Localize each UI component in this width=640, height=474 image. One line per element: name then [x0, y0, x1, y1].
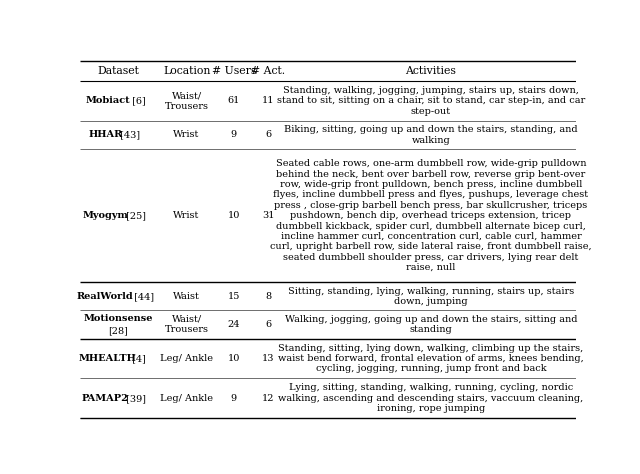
Text: RealWorld: RealWorld	[77, 292, 134, 301]
Text: Leg/ Ankle: Leg/ Ankle	[160, 354, 213, 363]
Text: Leg/ Ankle: Leg/ Ankle	[160, 394, 213, 403]
Text: [25]: [25]	[123, 211, 146, 220]
Text: Seated cable rows, one-arm dumbbell row, wide-grip pulldown
behind the neck, ben: Seated cable rows, one-arm dumbbell row,…	[270, 159, 592, 272]
Text: Biking, sitting, going up and down the stairs, standing, and
walking: Biking, sitting, going up and down the s…	[284, 125, 578, 145]
Text: Mobiact: Mobiact	[86, 96, 130, 105]
Text: 9: 9	[230, 130, 237, 139]
Text: [44]: [44]	[131, 292, 154, 301]
Text: Wrist: Wrist	[173, 130, 200, 139]
Text: [43]: [43]	[118, 130, 141, 139]
Text: Dataset: Dataset	[97, 66, 140, 76]
Text: 24: 24	[227, 320, 240, 329]
Text: 61: 61	[228, 96, 240, 105]
Text: Wrist: Wrist	[173, 211, 200, 220]
Text: Waist/
Trousers: Waist/ Trousers	[164, 315, 209, 334]
Text: Walking, jogging, going up and down the stairs, sitting and
standing: Walking, jogging, going up and down the …	[285, 315, 577, 334]
Text: 12: 12	[262, 394, 275, 403]
Text: 9: 9	[230, 394, 237, 403]
Text: Standing, sitting, lying down, walking, climbing up the stairs,
waist bend forwa: Standing, sitting, lying down, walking, …	[278, 344, 584, 374]
Text: Lying, sitting, standing, walking, running, cycling, nordic
walking, ascending a: Lying, sitting, standing, walking, runni…	[278, 383, 584, 413]
Text: Myogym: Myogym	[83, 211, 128, 220]
Text: 6: 6	[266, 320, 271, 329]
Text: HHAR: HHAR	[88, 130, 122, 139]
Text: 11: 11	[262, 96, 275, 105]
Text: 15: 15	[228, 292, 240, 301]
Text: [4]: [4]	[129, 354, 145, 363]
Text: Sitting, standing, lying, walking, running, stairs up, stairs
down, jumping: Sitting, standing, lying, walking, runni…	[288, 287, 574, 306]
Text: PAMAP2: PAMAP2	[82, 394, 129, 403]
Text: MHEALTH: MHEALTH	[79, 354, 137, 363]
Text: Activities: Activities	[406, 66, 456, 76]
Text: 6: 6	[266, 130, 271, 139]
Text: # Users: # Users	[212, 66, 256, 76]
Text: # Act.: # Act.	[252, 66, 285, 76]
Text: 8: 8	[266, 292, 271, 301]
Text: [6]: [6]	[129, 96, 145, 105]
Text: 31: 31	[262, 211, 275, 220]
Text: Motionsense: Motionsense	[84, 314, 153, 323]
Text: 10: 10	[228, 354, 240, 363]
Text: Standing, walking, jogging, jumping, stairs up, stairs down,
stand to sit, sitti: Standing, walking, jogging, jumping, sta…	[276, 86, 585, 116]
Text: 13: 13	[262, 354, 275, 363]
Text: 10: 10	[228, 211, 240, 220]
Text: [28]: [28]	[109, 326, 129, 335]
Text: Location: Location	[163, 66, 211, 76]
Text: [39]: [39]	[123, 394, 146, 403]
Text: Waist/
Trousers: Waist/ Trousers	[164, 91, 209, 110]
Text: Waist: Waist	[173, 292, 200, 301]
